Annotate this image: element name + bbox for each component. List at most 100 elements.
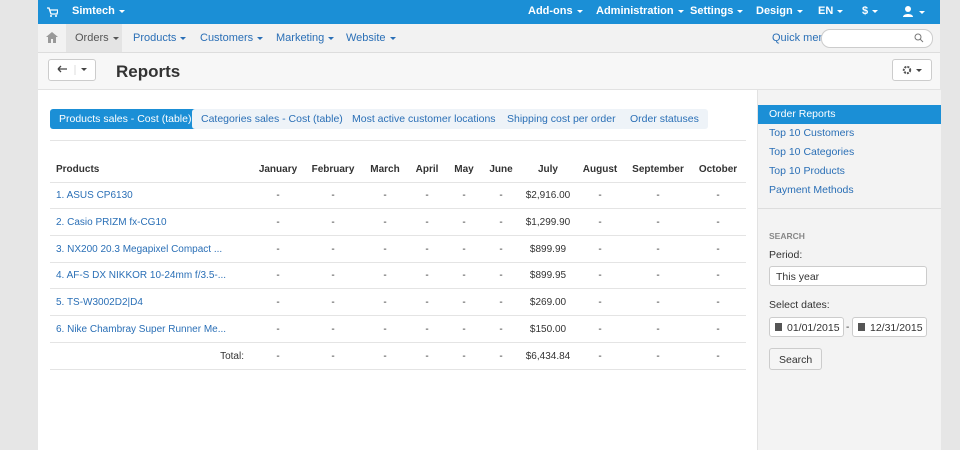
top-menu-item[interactable]: Design [756, 5, 803, 17]
cell-value: - [462, 324, 466, 335]
product-link[interactable]: 5. TS-W3002D2|D4 [56, 297, 143, 309]
quick-menu[interactable]: Quick menu [772, 32, 831, 44]
cell-value: - [656, 297, 660, 309]
search-box[interactable] [821, 29, 933, 48]
sidebar-link[interactable]: Payment Methods [769, 184, 854, 196]
nav-item[interactable]: Website [346, 32, 396, 44]
cell-value: - [656, 270, 660, 282]
sidebar-link[interactable]: Top 10 Products [769, 165, 845, 177]
cell-value: - [425, 190, 429, 201]
cell-value: - [425, 324, 429, 335]
cell-value: - [716, 297, 720, 309]
column-header: Products [56, 164, 100, 175]
top-menu-item[interactable]: Add-ons [528, 5, 583, 17]
cell-value: - [383, 243, 387, 255]
product-link[interactable]: 4. AF-S DX NIKKOR 10-24mm f/3.5-... [56, 270, 227, 282]
top-bar: Simtech Add-ons Administration Settings Des… [38, 0, 940, 24]
top-menu-label: Design [756, 5, 793, 17]
gear-icon [902, 65, 922, 75]
cell-value: - [499, 243, 503, 255]
top-menu-item[interactable]: Administration [596, 5, 684, 17]
top-menu-label: Settings [690, 5, 734, 17]
cell-value: - [499, 216, 503, 228]
period-label: Period: [769, 249, 803, 261]
row-line [50, 315, 746, 317]
top-menu-label: Administration [596, 5, 674, 17]
cell-value: - [331, 216, 335, 228]
cell-value: - [598, 243, 602, 255]
date-value: 12/31/2015 [870, 322, 923, 334]
nav-item[interactable]: Products [133, 32, 187, 44]
cell-value: - [598, 270, 602, 282]
nav-item[interactable]: Orders [75, 32, 119, 44]
search-button[interactable]: Search [769, 348, 823, 370]
product-link[interactable]: 2. Casio PRIZM fx-CG10 [56, 216, 167, 228]
total-value: - [499, 351, 503, 362]
date-input[interactable]: 12/31/2015 [852, 317, 927, 337]
cell-value: - [331, 243, 335, 255]
report-tab[interactable]: Categories sales - Cost (table) [192, 109, 352, 129]
search-heading: SEARCH [769, 231, 805, 241]
back-button[interactable] [48, 59, 96, 81]
dates-label: Select dates: [769, 299, 830, 311]
store-name[interactable]: Simtech [72, 5, 125, 17]
cell-value: - [425, 297, 429, 309]
nav-label: Marketing [276, 32, 325, 44]
column-header: September [632, 164, 684, 175]
report-tab[interactable]: Shipping cost per order [498, 109, 625, 129]
row-line [50, 208, 746, 209]
date-input[interactable]: 01/01/2015 [769, 317, 844, 337]
product-link[interactable]: 1. ASUS CP6130 [56, 190, 133, 201]
cell-value: $269.00 [529, 297, 567, 309]
cell-value: - [383, 270, 387, 282]
report-tab[interactable]: Products sales - Cost (table) [50, 109, 201, 129]
column-header: February [311, 164, 355, 175]
row-line [50, 234, 746, 236]
cell-value: - [656, 216, 660, 228]
sidebar-link[interactable]: Top 10 Categories [769, 146, 855, 158]
top-menu-label: $ [862, 5, 869, 17]
cart-icon [47, 7, 58, 17]
cell-value: - [598, 297, 602, 309]
cell-value: - [499, 190, 503, 201]
product-link[interactable]: 3. NX200 20.3 Megapixel Compact ... [56, 243, 223, 255]
sidebar-link[interactable]: Order Reports [758, 105, 941, 124]
top-menu-item[interactable]: EN [818, 5, 844, 17]
cell-value: - [462, 243, 466, 255]
nav-bar: Quick menu Orders Products Customers Market… [38, 24, 940, 53]
total-label: Total: [220, 351, 244, 362]
report-tab[interactable]: Order statuses [621, 109, 708, 129]
page-header: Reports [38, 53, 940, 90]
total-value: $6,434.84 [525, 351, 571, 362]
total-value: - [716, 351, 720, 362]
nav-item[interactable]: Customers [200, 32, 264, 44]
top-menu-item[interactable]: $ [862, 5, 879, 17]
sidebar-divider [758, 208, 941, 209]
sidebar: Order Reports Top 10 Customers Top 10 Cate… [757, 90, 941, 450]
home-icon[interactable] [46, 32, 58, 43]
cell-value: - [331, 270, 335, 282]
period-select[interactable]: This year [769, 266, 927, 286]
settings-button[interactable] [892, 59, 932, 81]
cell-value: - [276, 216, 280, 228]
total-value: - [462, 351, 466, 362]
cell-value: - [383, 324, 387, 335]
sidebar-link[interactable]: Top 10 Customers [769, 127, 855, 139]
calendar-icon [775, 323, 782, 331]
row-line [50, 342, 746, 343]
total-value: - [276, 351, 280, 362]
user-menu[interactable] [900, 5, 930, 19]
report-tab[interactable]: Most active customer locations [343, 109, 505, 129]
top-menu-item[interactable]: Settings [690, 5, 744, 17]
cell-value: - [716, 270, 720, 282]
nav-item[interactable]: Marketing [276, 32, 335, 44]
cell-value: - [383, 190, 387, 201]
cell-value: $899.95 [529, 270, 567, 282]
total-value: - [383, 351, 387, 362]
cell-value: - [656, 243, 660, 255]
cell-value: - [331, 297, 335, 309]
product-link[interactable]: 6. Nike Chambray Super Runner Me... [56, 324, 227, 335]
column-header: April [415, 164, 439, 175]
top-menu-label: Add-ons [528, 5, 573, 17]
